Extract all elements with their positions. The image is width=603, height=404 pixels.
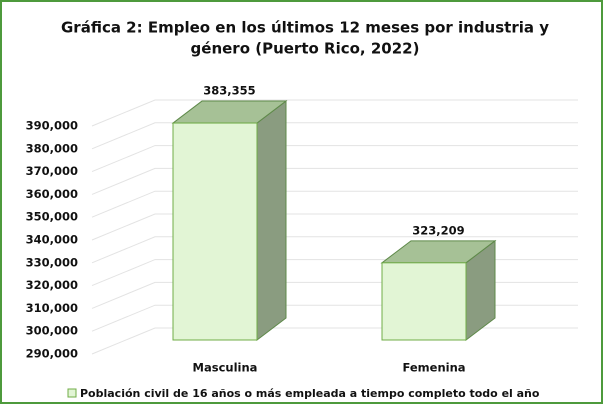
y-tick-label: 380,000: [26, 141, 78, 155]
y-tick-label: 370,000: [26, 164, 78, 178]
y-tick-label: 340,000: [26, 233, 78, 247]
x-tick-label: Masculina: [193, 361, 258, 375]
data-label: 323,209: [412, 223, 464, 237]
grid-line: [91, 236, 578, 264]
grid-line: [91, 145, 578, 173]
bar: [381, 262, 467, 341]
grid-line: [91, 122, 578, 150]
y-tick-label: 330,000: [26, 255, 78, 269]
y-tick-label: 360,000: [26, 187, 78, 201]
data-label: 383,355: [203, 84, 255, 98]
chart-title: Gráfica 2: Empleo en los últimos 12 mese…: [61, 19, 549, 37]
y-tick-label: 350,000: [26, 210, 78, 224]
y-tick-label: 310,000: [26, 301, 78, 315]
chart-subtitle: género (Puerto Rico, 2022): [191, 40, 420, 58]
y-tick-label: 300,000: [26, 324, 78, 338]
x-tick-label: Femenina: [402, 361, 465, 375]
grid-line: [91, 167, 578, 195]
y-tick-label: 320,000: [26, 278, 78, 292]
y-tick-label: 290,000: [26, 347, 78, 361]
grid-line: [91, 190, 578, 218]
bar-side: [256, 100, 287, 342]
legend-label: Población civil de 16 años o más emplead…: [80, 387, 540, 400]
y-tick-label: 390,000: [26, 119, 78, 133]
grid-line: [91, 213, 578, 241]
bar: [172, 122, 258, 341]
legend-swatch: [67, 388, 77, 398]
grid-line: [91, 99, 578, 127]
